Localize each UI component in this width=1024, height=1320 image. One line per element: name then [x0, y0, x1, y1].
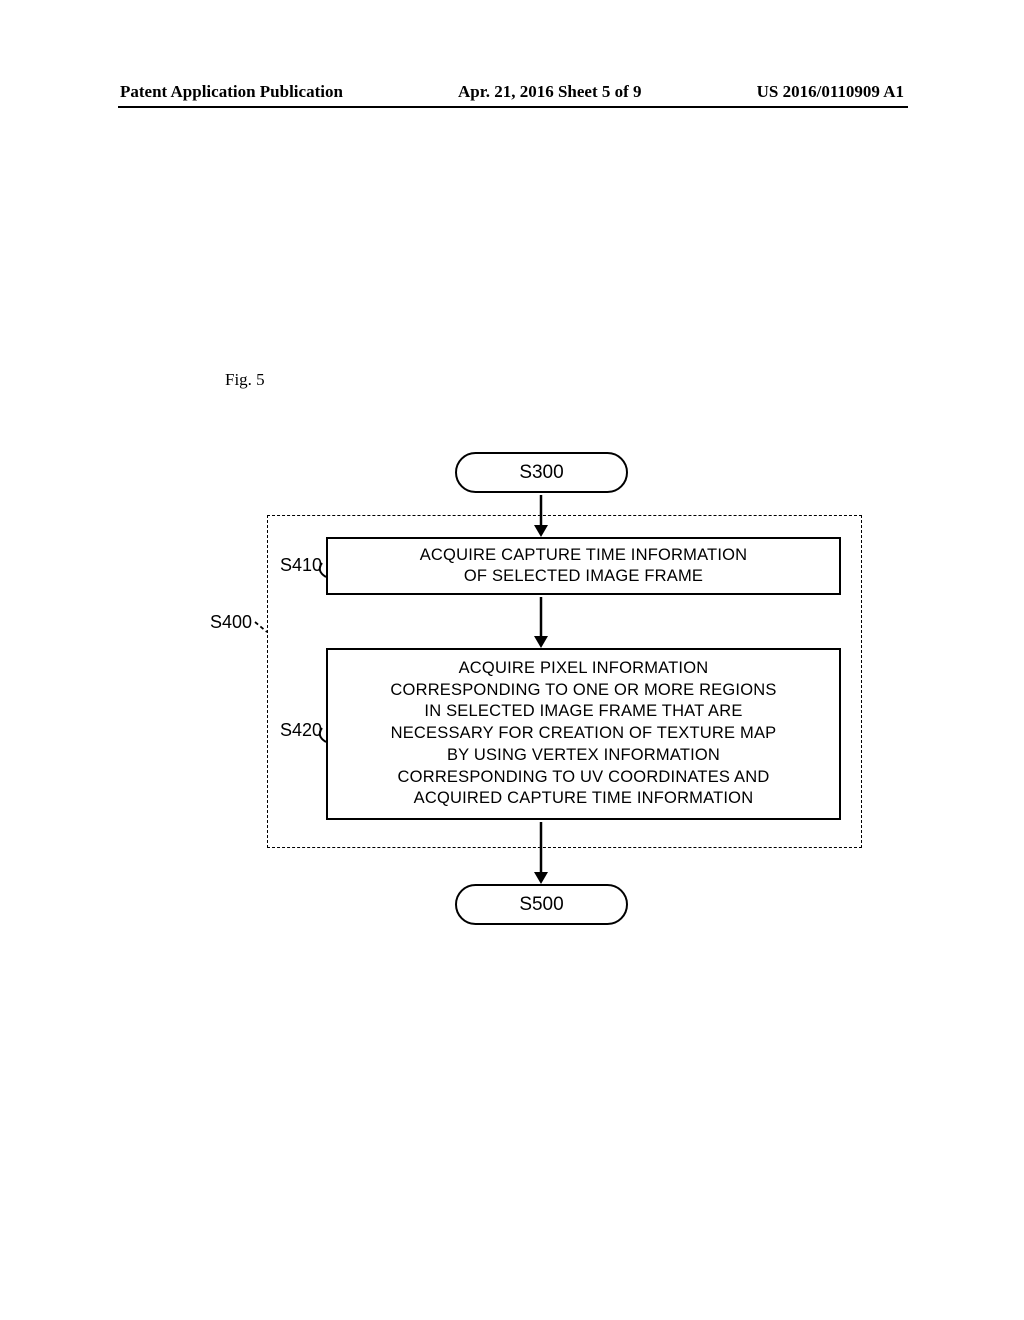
arrow-s420-s500 [0, 0, 1024, 1320]
